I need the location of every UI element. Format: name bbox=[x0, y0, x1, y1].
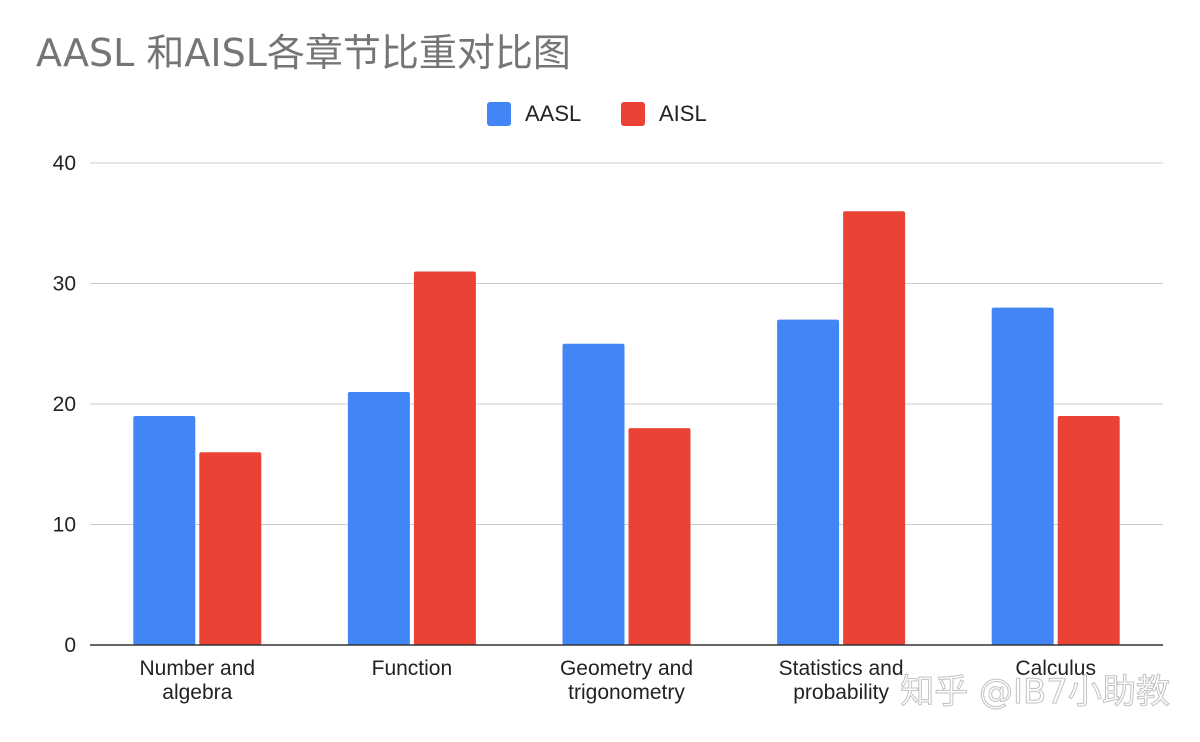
x-axis: Number and algebra Function Geometry and tri… bbox=[90, 644, 1163, 704]
bar-aisl bbox=[628, 428, 691, 645]
bar-aasl bbox=[347, 391, 410, 645]
y-tick-label: 0 bbox=[64, 634, 76, 657]
chart-title: AASL 和AISL各章节比重对比图 bbox=[36, 31, 571, 75]
bar-aasl bbox=[562, 343, 625, 645]
bar-aisl bbox=[199, 452, 262, 645]
x-category-label: Geometry and trigonometry bbox=[560, 657, 693, 704]
bar-aisl bbox=[413, 271, 476, 645]
y-tick-label: 10 bbox=[53, 514, 76, 537]
y-tick-label: 30 bbox=[53, 273, 76, 296]
x-category-label: Statistics and probability bbox=[779, 657, 904, 704]
bar-aisl bbox=[843, 211, 906, 645]
legend: AASL AISL bbox=[487, 101, 707, 126]
legend-swatch bbox=[621, 102, 645, 126]
x-category-label: Number and algebra bbox=[140, 657, 256, 704]
bar-aasl bbox=[133, 416, 196, 645]
y-tick-label: 20 bbox=[53, 393, 76, 416]
x-category-label: Calculus bbox=[1015, 657, 1096, 680]
y-axis: 0 10 20 30 40 bbox=[53, 152, 76, 657]
bar-aasl bbox=[777, 319, 840, 645]
bars bbox=[133, 211, 1120, 645]
y-tick-label: 40 bbox=[53, 152, 76, 175]
legend-swatch bbox=[487, 102, 511, 126]
x-category-label: Function bbox=[372, 657, 453, 680]
legend-label: AISL bbox=[659, 101, 707, 126]
watermark: 知乎 @IB7小助教 bbox=[900, 672, 1170, 712]
legend-label: AASL bbox=[525, 101, 581, 126]
gridlines bbox=[90, 162, 1163, 525]
bar-aisl bbox=[1057, 416, 1120, 645]
bar-aasl bbox=[991, 307, 1054, 645]
